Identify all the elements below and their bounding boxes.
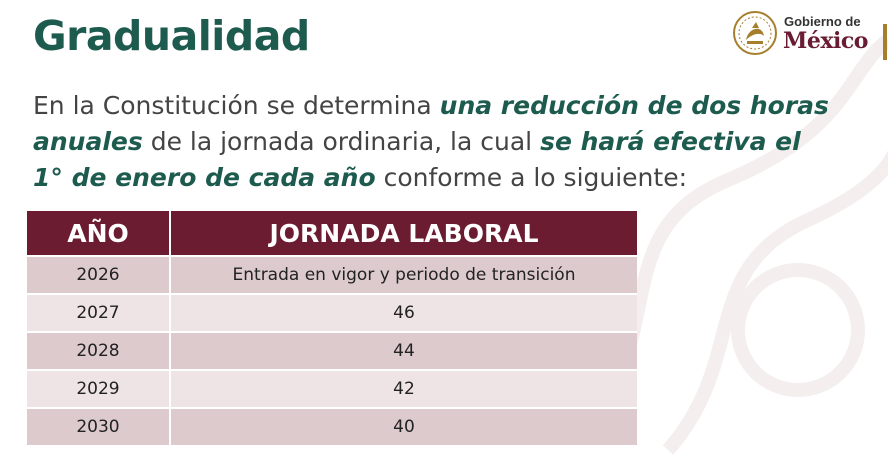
- page-title: Gradualidad: [33, 12, 310, 60]
- intro-text-1: En la Constitución se determina: [33, 91, 440, 120]
- cell-jornada: Entrada en vigor y periodo de transición: [170, 255, 637, 294]
- cell-year: 2026: [27, 255, 171, 294]
- intro-highlight-2: se hará efectiva el 1° de enero de cada …: [33, 127, 801, 192]
- cell-year: 2029: [27, 369, 171, 408]
- cell-year: 2028: [27, 331, 171, 370]
- intro-highlight-1: una reducción de dos horas anuales: [33, 91, 829, 156]
- table-row: 2028 44: [27, 331, 637, 370]
- logo-divider: [883, 24, 887, 60]
- gobierno-de-mexico-logo: Gobierno de México: [732, 10, 887, 60]
- logo-line-gobierno: Gobierno de: [784, 14, 861, 29]
- cell-jornada: 46: [170, 293, 637, 332]
- header-jornada: JORNADA LABORAL: [170, 211, 637, 256]
- cell-jornada: 42: [170, 369, 637, 408]
- intro-text-3: conforme a lo siguiente:: [375, 163, 688, 192]
- logo-line-mexico: México: [783, 28, 868, 54]
- national-seal-icon: [733, 11, 777, 55]
- table-row: 2029 42: [27, 369, 637, 408]
- table-row: 2026 Entrada en vigor y periodo de trans…: [27, 255, 637, 294]
- header-year: AÑO: [27, 211, 171, 256]
- cell-year: 2030: [27, 407, 171, 445]
- table-row: 2030 40: [27, 407, 637, 445]
- table-header-row: AÑO JORNADA LABORAL: [27, 211, 637, 256]
- gradualidad-table: AÑO JORNADA LABORAL 2026 Entrada en vigo…: [27, 211, 637, 445]
- intro-text-2: de la jornada ordinaria, la cual: [142, 127, 541, 156]
- intro-paragraph: En la Constitución se determina una redu…: [33, 88, 833, 196]
- cell-jornada: 40: [170, 407, 637, 445]
- cell-jornada: 44: [170, 331, 637, 370]
- cell-year: 2027: [27, 293, 171, 332]
- table-row: 2027 46: [27, 293, 637, 332]
